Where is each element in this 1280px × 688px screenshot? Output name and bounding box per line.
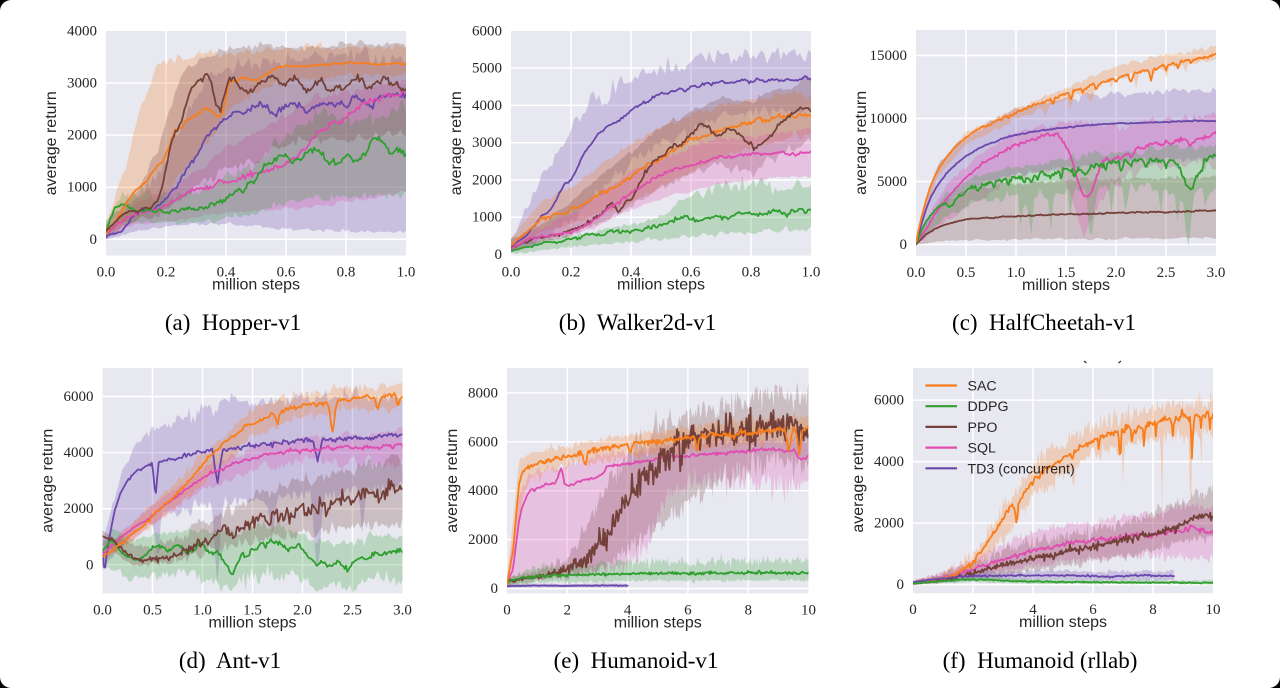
svg-text:(d) Ant-v1: (d) Ant-v1 xyxy=(179,648,281,673)
svg-text:4000: 4000 xyxy=(468,483,498,499)
svg-text:4000: 4000 xyxy=(472,98,502,114)
svg-text:4000: 4000 xyxy=(67,23,97,39)
svg-text:5000: 5000 xyxy=(877,174,907,190)
svg-text:4000: 4000 xyxy=(64,445,94,461)
svg-text:1.0: 1.0 xyxy=(193,603,212,619)
svg-text:2000: 2000 xyxy=(472,172,502,188)
svg-text:0.4: 0.4 xyxy=(217,265,236,281)
svg-text:DDPG: DDPG xyxy=(968,399,1009,415)
svg-text:3000: 3000 xyxy=(67,76,97,92)
svg-text:2.0: 2.0 xyxy=(293,603,312,619)
svg-text:million steps: million steps xyxy=(614,615,702,632)
svg-text:0: 0 xyxy=(503,603,511,619)
svg-text:0.0: 0.0 xyxy=(502,265,521,281)
svg-text:average return: average return xyxy=(853,91,870,195)
svg-text:4: 4 xyxy=(624,603,632,619)
svg-text:0: 0 xyxy=(897,577,905,593)
svg-text:0: 0 xyxy=(900,237,908,253)
svg-text:1.5: 1.5 xyxy=(1057,265,1076,281)
svg-text:8000: 8000 xyxy=(468,385,498,401)
svg-text:0.0: 0.0 xyxy=(97,265,116,281)
svg-text:4000: 4000 xyxy=(874,454,904,470)
svg-text:8: 8 xyxy=(1149,602,1157,618)
svg-text:5000: 5000 xyxy=(472,61,502,77)
svg-text:million steps: million steps xyxy=(212,277,300,294)
svg-text:0.8: 0.8 xyxy=(337,265,356,281)
svg-text:(c) HalfCheetah-v1: (c) HalfCheetah-v1 xyxy=(952,310,1136,335)
svg-text:average return: average return xyxy=(448,91,465,195)
svg-text:0: 0 xyxy=(90,232,98,248)
svg-text:10: 10 xyxy=(801,603,816,619)
svg-text:million steps: million steps xyxy=(617,277,705,294)
svg-text:15000: 15000 xyxy=(870,48,908,64)
svg-text:0: 0 xyxy=(491,581,499,597)
svg-text:1000: 1000 xyxy=(472,210,502,226)
svg-text:(a) Hopper-v1: (a) Hopper-v1 xyxy=(165,310,301,335)
svg-text:(e) Humanoid-v1: (e) Humanoid-v1 xyxy=(554,648,719,673)
svg-text:0.8: 0.8 xyxy=(742,265,761,281)
svg-text:2.0: 2.0 xyxy=(1107,265,1126,281)
svg-text:PPO: PPO xyxy=(968,420,998,436)
svg-text:6000: 6000 xyxy=(472,23,502,39)
svg-text:8: 8 xyxy=(744,603,752,619)
svg-text:2.5: 2.5 xyxy=(1157,265,1176,281)
svg-text:2000: 2000 xyxy=(874,516,904,532)
svg-text:average return: average return xyxy=(444,429,461,533)
svg-text:10000: 10000 xyxy=(870,111,908,127)
svg-text:1.5: 1.5 xyxy=(243,603,262,619)
svg-text:average return: average return xyxy=(850,429,867,533)
svg-text:0.0: 0.0 xyxy=(907,265,926,281)
svg-text:0.6: 0.6 xyxy=(277,265,296,281)
svg-text:(b) Walker2d-v1: (b) Walker2d-v1 xyxy=(559,310,716,335)
svg-text:million steps: million steps xyxy=(1019,614,1107,631)
svg-text:0: 0 xyxy=(86,557,94,573)
svg-text:6: 6 xyxy=(1089,602,1097,618)
svg-text:0.2: 0.2 xyxy=(157,265,176,281)
svg-text:6000: 6000 xyxy=(468,434,498,450)
svg-text:SAC: SAC xyxy=(968,379,997,395)
svg-text:2000: 2000 xyxy=(64,501,94,517)
svg-text:2: 2 xyxy=(564,603,572,619)
svg-text:2.5: 2.5 xyxy=(343,603,362,619)
svg-text:6000: 6000 xyxy=(64,389,94,405)
svg-text:3.0: 3.0 xyxy=(1207,265,1226,281)
svg-text:0: 0 xyxy=(495,247,503,263)
svg-text:1.0: 1.0 xyxy=(802,265,821,281)
svg-text:0.4: 0.4 xyxy=(622,265,641,281)
svg-text:4: 4 xyxy=(1029,602,1037,618)
svg-text:(f) Humanoid (rllab): (f) Humanoid (rllab) xyxy=(943,648,1138,673)
svg-text:0.5: 0.5 xyxy=(957,265,976,281)
svg-text:10: 10 xyxy=(1206,602,1221,618)
svg-text:million steps: million steps xyxy=(1022,277,1110,294)
svg-text:6: 6 xyxy=(684,603,692,619)
svg-text:1.0: 1.0 xyxy=(397,265,416,281)
svg-text:0.2: 0.2 xyxy=(562,265,581,281)
svg-text:2000: 2000 xyxy=(67,128,97,144)
svg-text:million steps: million steps xyxy=(208,615,296,632)
svg-text:2000: 2000 xyxy=(468,532,498,548)
svg-text:average return: average return xyxy=(43,91,60,195)
svg-text:1000: 1000 xyxy=(67,180,97,196)
svg-text:0.0: 0.0 xyxy=(93,603,112,619)
svg-text:6000: 6000 xyxy=(874,393,904,409)
svg-text:SQL: SQL xyxy=(968,441,996,457)
svg-text:3.0: 3.0 xyxy=(393,603,412,619)
svg-text:0: 0 xyxy=(909,602,917,618)
svg-text:0.5: 0.5 xyxy=(143,603,162,619)
svg-text:average return: average return xyxy=(40,429,57,533)
svg-text:TD3 (concurrent): TD3 (concurrent) xyxy=(968,461,1075,477)
svg-text:1.0: 1.0 xyxy=(1007,265,1026,281)
svg-text:3000: 3000 xyxy=(472,135,502,151)
svg-text:0.6: 0.6 xyxy=(682,265,701,281)
svg-text:2: 2 xyxy=(969,602,977,618)
